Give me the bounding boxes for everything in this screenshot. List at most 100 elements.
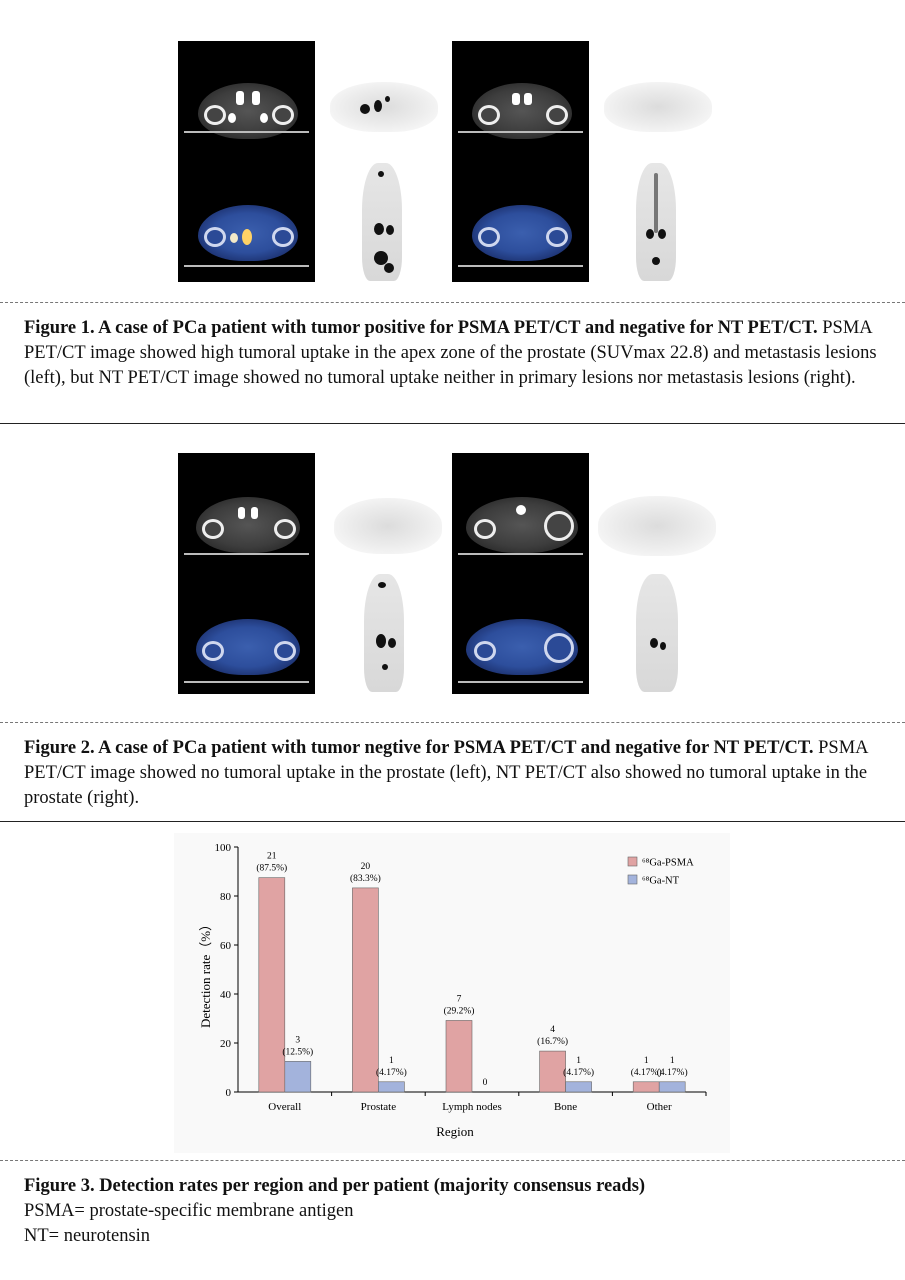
left-femur-ring — [204, 227, 226, 247]
figure2-end-rule — [0, 821, 905, 822]
bar-percent-label: (12.5%) — [282, 1046, 313, 1057]
bar-count-label: 1 — [670, 1056, 675, 1066]
ct-table-line — [184, 265, 309, 267]
ct-table-line — [458, 265, 583, 267]
left-femur-ring — [204, 105, 226, 125]
figure2-psma-ct-column — [178, 453, 315, 694]
abbrev-nt: NT= neurotensin — [24, 1226, 151, 1246]
chart-bars — [258, 877, 686, 1093]
uptake-dot — [378, 582, 386, 588]
bar-psma — [258, 877, 286, 1093]
nt-ct-axial-slice — [466, 497, 578, 553]
right-femur-ring — [272, 227, 294, 247]
bar-percent-label: (4.17%) — [631, 1067, 662, 1078]
figure2-caption: Figure 2. A case of PCa patient with tum… — [24, 736, 894, 811]
figure2-text: PSMA PET/CT image showed no tumoral upta… — [24, 738, 868, 808]
pubic-bone-left — [238, 507, 245, 519]
bar-percent-label: (16.7%) — [537, 1036, 568, 1047]
bar-count-label: 21 — [267, 852, 277, 862]
bright-lesion — [228, 113, 236, 123]
x-axis-label: Region — [436, 1124, 474, 1139]
ct-table-line — [458, 681, 583, 683]
bar-count-label: 1 — [644, 1056, 649, 1066]
bar-percent-label: (4.17%) — [376, 1067, 407, 1078]
psma-pet-mip — [364, 574, 404, 692]
right-femur-ring — [272, 105, 294, 125]
legend-swatch — [627, 874, 638, 885]
figure3-divider — [0, 1160, 905, 1161]
psma-pet-mip — [362, 163, 402, 281]
y-tick-label: 80 — [220, 891, 232, 903]
bar-psma — [539, 1050, 566, 1093]
bar-psma — [352, 887, 379, 1093]
figure1-caption: Figure 1. A case of PCa patient with tum… — [24, 316, 894, 391]
tumor-uptake — [385, 96, 390, 102]
legend-label: ⁶⁸Ga-PSMA — [642, 858, 694, 869]
left-femur-ring — [202, 641, 224, 661]
x-tick-label: Lymph nodes — [442, 1101, 502, 1113]
right-femur-ring — [544, 633, 574, 663]
figure1-text: PSMA PET/CT image showed high tumoral up… — [24, 318, 877, 388]
legend-swatch — [627, 856, 638, 867]
nt-fused-axial-slice — [466, 619, 578, 675]
legend-label: ⁶⁸Ga-NT — [642, 876, 680, 887]
figure2-title-period: . A case of PCa patient with tumor negti… — [90, 738, 814, 758]
ct-table-line — [184, 131, 309, 133]
uptake-dot — [386, 225, 394, 235]
x-tick-label: Bone — [554, 1101, 577, 1113]
chart-legend: ⁶⁸Ga-PSMA ⁶⁸Ga-NT — [627, 856, 694, 887]
bar-count-label: 20 — [361, 862, 371, 872]
pubic-bone-right — [252, 91, 260, 105]
uptake-dot — [374, 223, 384, 235]
left-femur-ring — [478, 227, 500, 247]
figure2-nt-ct-column — [452, 453, 589, 694]
bar-nt — [565, 1081, 592, 1093]
bar-count-label: 3 — [295, 1035, 300, 1045]
nt-pet-mip — [636, 163, 676, 281]
spine-uptake — [654, 173, 658, 233]
bar-nt — [284, 1061, 312, 1093]
pubic-bone-right — [524, 93, 532, 105]
abbrev-psma: PSMA= prostate-specific membrane antigen — [24, 1201, 354, 1221]
pubic-bone — [516, 505, 526, 515]
hot-uptake-spot — [230, 233, 238, 243]
figure3-caption: Figure 3. Detection rates per region and… — [24, 1174, 894, 1249]
ct-table-line — [184, 553, 309, 555]
uptake-dot — [378, 171, 384, 177]
uptake-dot — [374, 251, 388, 265]
bar-count-label: 1 — [576, 1056, 581, 1066]
uptake-dot — [384, 263, 394, 273]
nt-pet-axial — [598, 496, 716, 556]
y-tick-label: 40 — [220, 989, 232, 1001]
kidney-uptake — [660, 642, 666, 650]
ct-table-line — [458, 553, 583, 555]
pubic-bone-left — [236, 91, 244, 105]
bar-count-label: 1 — [389, 1056, 394, 1066]
right-femur-ring — [544, 511, 574, 541]
kidney-uptake — [646, 229, 654, 239]
figure2-title: . A case of PCa patient with tumor negti… — [89, 738, 814, 758]
nt-ct-axial-slice — [472, 83, 572, 139]
bar-count-label: 7 — [457, 994, 462, 1004]
psma-ct-axial-slice — [198, 83, 298, 139]
figure3-title: Figure 3. Detection rates per region and… — [24, 1176, 646, 1196]
y-axis-label: Detection rate（%） — [198, 918, 213, 1028]
ct-table-line — [458, 131, 583, 133]
left-femur-ring — [478, 105, 500, 125]
y-tick-label: 0 — [226, 1087, 232, 1099]
pubic-bone-right — [251, 507, 258, 519]
right-femur-ring — [546, 105, 568, 125]
bright-lesion — [260, 113, 268, 123]
kidney-uptake — [376, 634, 386, 648]
bar-count-label: 4 — [550, 1025, 555, 1035]
bar-count-label: 0 — [483, 1078, 488, 1088]
kidney-uptake — [658, 229, 666, 239]
hot-uptake-spot — [242, 229, 252, 245]
figure1-title: Figure 1. A case of PCa patient with tum… — [24, 318, 818, 338]
psma-fused-axial-slice — [196, 619, 300, 675]
tumor-uptake — [360, 104, 370, 114]
x-tick-label: Prostate — [361, 1101, 397, 1113]
bar-psma — [445, 1020, 473, 1093]
bar-nt — [658, 1081, 686, 1093]
bar-percent-label: (4.17%) — [657, 1067, 688, 1078]
